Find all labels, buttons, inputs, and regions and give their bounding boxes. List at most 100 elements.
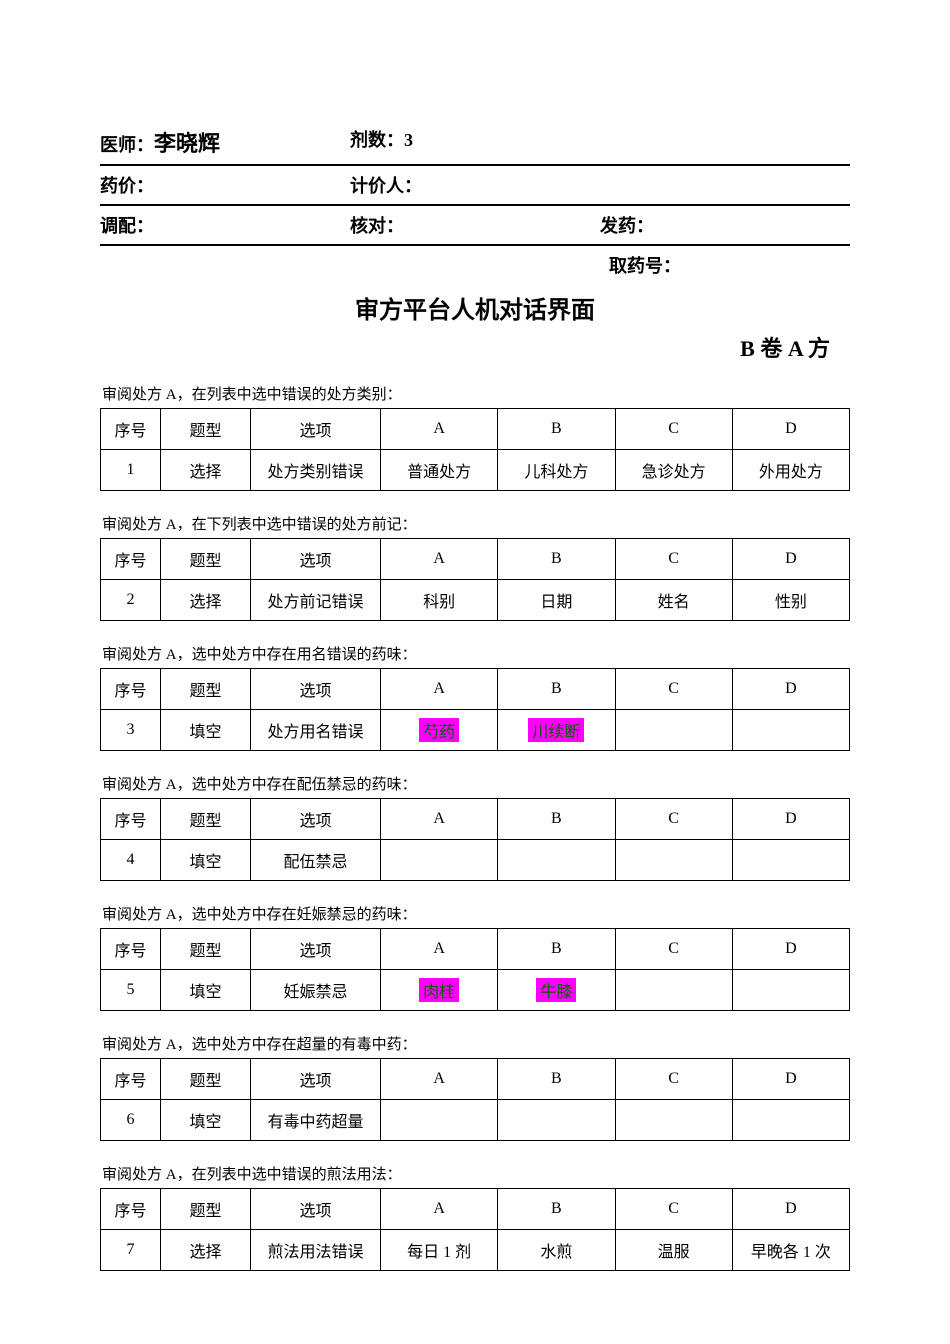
cell-d[interactable]: 早晚各 1 次: [732, 1230, 849, 1271]
cell-type: 填空: [161, 970, 251, 1011]
col-seq: 序号: [101, 1189, 161, 1230]
question-6-prompt: 审阅处方 A，选中处方中存在超量的有毒中药：: [100, 1033, 850, 1054]
table-row: 7 选择 煎法用法错误 每日 1 剂 水煎 温服 早晚各 1 次: [101, 1230, 850, 1271]
question-4-table: 序号 题型 选项 A B C D 4 填空 配伍禁忌: [100, 798, 850, 881]
table-header-row: 序号 题型 选项 A B C D: [101, 1059, 850, 1100]
cell-d[interactable]: 外用处方: [732, 450, 849, 491]
cell-b[interactable]: 儿科处方: [498, 450, 615, 491]
cell-a[interactable]: [381, 1100, 498, 1141]
cell-opt: 有毒中药超量: [251, 1100, 381, 1141]
cell-opt: 煎法用法错误: [251, 1230, 381, 1271]
sub-title: B 卷 A 方: [100, 331, 850, 363]
cell-b[interactable]: 水煎: [498, 1230, 615, 1271]
question-7: 审阅处方 A，在列表中选中错误的煎法用法： 序号 题型 选项 A B C D 7…: [100, 1163, 850, 1271]
cell-a[interactable]: 普通处方: [381, 450, 498, 491]
cell-type: 选择: [161, 580, 251, 621]
cell-d[interactable]: [732, 840, 849, 881]
cell-c[interactable]: [615, 1100, 732, 1141]
main-title: 审方平台人机对话界面: [100, 290, 850, 325]
cell-b[interactable]: 川续断: [498, 710, 615, 751]
question-5-prompt: 审阅处方 A，选中处方中存在妊娠禁忌的药味：: [100, 903, 850, 924]
col-d: D: [732, 799, 849, 840]
cell-a[interactable]: 科别: [381, 580, 498, 621]
col-a: A: [381, 409, 498, 450]
cell-seq: 4: [101, 840, 161, 881]
cell-seq: 5: [101, 970, 161, 1011]
question-1-prompt: 审阅处方 A，在列表中选中错误的处方类别：: [100, 383, 850, 404]
cell-a[interactable]: 每日 1 剂: [381, 1230, 498, 1271]
doses-cell: 剂数：3: [350, 126, 600, 158]
question-6-table: 序号 题型 选项 A B C D 6 填空 有毒中药超量: [100, 1058, 850, 1141]
cell-d[interactable]: [732, 710, 849, 751]
col-c: C: [615, 929, 732, 970]
info-row-dispense: 调配： 核对： 发药：: [100, 206, 850, 246]
check-label: 核对：: [350, 212, 600, 238]
cell-type: 选择: [161, 450, 251, 491]
cell-a[interactable]: [381, 840, 498, 881]
col-a: A: [381, 1059, 498, 1100]
cell-opt: 配伍禁忌: [251, 840, 381, 881]
cell-a[interactable]: 芍药: [381, 710, 498, 751]
col-seq: 序号: [101, 799, 161, 840]
col-c: C: [615, 799, 732, 840]
table-row: 6 填空 有毒中药超量: [101, 1100, 850, 1141]
col-opt: 选项: [251, 1059, 381, 1100]
col-c: C: [615, 409, 732, 450]
info-row-price: 药价： 计价人：: [100, 166, 850, 206]
question-3-prompt: 审阅处方 A，选中处方中存在用名错误的药味：: [100, 643, 850, 664]
col-c: C: [615, 1189, 732, 1230]
col-a: A: [381, 539, 498, 580]
col-opt: 选项: [251, 539, 381, 580]
question-2: 审阅处方 A，在下列表中选中错误的处方前记： 序号 题型 选项 A B C D …: [100, 513, 850, 621]
question-2-prompt: 审阅处方 A，在下列表中选中错误的处方前记：: [100, 513, 850, 534]
cell-seq: 3: [101, 710, 161, 751]
col-type: 题型: [161, 799, 251, 840]
highlight: 川续断: [528, 718, 584, 742]
cell-b[interactable]: [498, 840, 615, 881]
question-5: 审阅处方 A，选中处方中存在妊娠禁忌的药味： 序号 题型 选项 A B C D …: [100, 903, 850, 1011]
question-6: 审阅处方 A，选中处方中存在超量的有毒中药： 序号 题型 选项 A B C D …: [100, 1033, 850, 1141]
cell-a[interactable]: 肉桂: [381, 970, 498, 1011]
col-seq: 序号: [101, 539, 161, 580]
issue-label: 发药：: [600, 212, 850, 238]
col-type: 题型: [161, 409, 251, 450]
cell-b[interactable]: 牛膝: [498, 970, 615, 1011]
prescription-info: 医师：李晓辉 剂数：3 药价： 计价人： 调配： 核对： 发药： 取药号：: [100, 120, 850, 278]
pricer-label: 计价人：: [350, 172, 600, 198]
col-c: C: [615, 539, 732, 580]
cell-c[interactable]: [615, 840, 732, 881]
col-d: D: [732, 539, 849, 580]
info-row-doctor: 医师：李晓辉 剂数：3: [100, 120, 850, 166]
highlight: 肉桂: [419, 978, 459, 1002]
col-opt: 选项: [251, 1189, 381, 1230]
price-label: 药价：: [100, 172, 350, 198]
pickup-label: 取药号：: [100, 252, 850, 278]
col-seq: 序号: [101, 929, 161, 970]
cell-seq: 2: [101, 580, 161, 621]
cell-d[interactable]: [732, 970, 849, 1011]
question-3-table: 序号 题型 选项 A B C D 3 填空 处方用名错误 芍药 川续断: [100, 668, 850, 751]
table-header-row: 序号 题型 选项 A B C D: [101, 669, 850, 710]
cell-c[interactable]: 温服: [615, 1230, 732, 1271]
col-c: C: [615, 1059, 732, 1100]
col-opt: 选项: [251, 799, 381, 840]
col-c: C: [615, 669, 732, 710]
cell-b[interactable]: [498, 1100, 615, 1141]
col-type: 题型: [161, 1059, 251, 1100]
cell-c[interactable]: [615, 710, 732, 751]
col-d: D: [732, 929, 849, 970]
table-row: 3 填空 处方用名错误 芍药 川续断: [101, 710, 850, 751]
col-a: A: [381, 929, 498, 970]
question-7-table: 序号 题型 选项 A B C D 7 选择 煎法用法错误 每日 1 剂 水煎 温…: [100, 1188, 850, 1271]
cell-opt: 妊娠禁忌: [251, 970, 381, 1011]
cell-b[interactable]: 日期: [498, 580, 615, 621]
cell-type: 填空: [161, 710, 251, 751]
empty-cell: [600, 172, 850, 198]
cell-d[interactable]: 性别: [732, 580, 849, 621]
cell-c[interactable]: [615, 970, 732, 1011]
cell-c[interactable]: 急诊处方: [615, 450, 732, 491]
cell-d[interactable]: [732, 1100, 849, 1141]
question-1: 审阅处方 A，在列表中选中错误的处方类别： 序号 题型 选项 A B C D 1…: [100, 383, 850, 491]
doctor-name: 李晓辉: [154, 131, 220, 156]
cell-c[interactable]: 姓名: [615, 580, 732, 621]
